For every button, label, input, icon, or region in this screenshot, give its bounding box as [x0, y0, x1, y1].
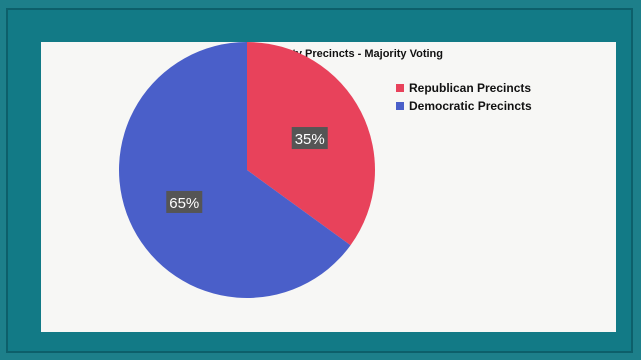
legend-label-republican: Republican Precincts: [409, 81, 532, 95]
data-label-democratic: 65%: [166, 190, 203, 213]
pie-slice-democratic: [118, 42, 351, 298]
legend-item-democratic: Democratic Precincts: [396, 97, 532, 115]
svg-text:35%: 35%: [295, 131, 325, 148]
legend-item-republican: Republican Precincts: [396, 79, 532, 97]
legend-swatch-republican: [396, 84, 404, 92]
legend: Republican Precincts Democratic Precinct…: [396, 79, 532, 115]
legend-swatch-democratic: [396, 102, 404, 110]
data-label-republican: 35%: [291, 127, 328, 150]
svg-text:65%: 65%: [169, 195, 199, 212]
legend-label-democratic: Democratic Precincts: [409, 99, 532, 113]
